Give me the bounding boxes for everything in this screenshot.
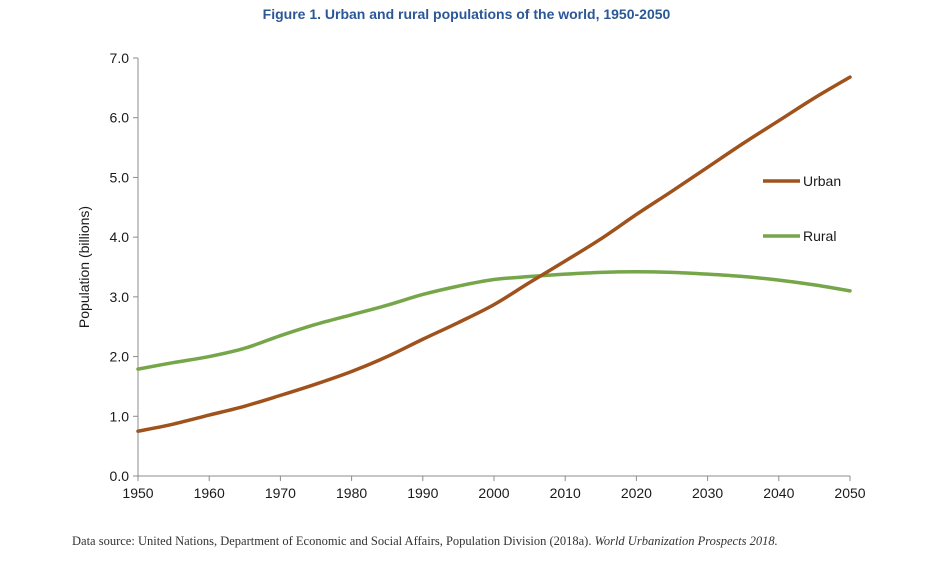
x-tick-label: 2040 — [763, 485, 794, 501]
axes: 0.0 1.0 2.0 3.0 4.0 5.0 6.0 7.0 1950 1960 1970 1980… — [76, 50, 866, 501]
x-tick-label: 1990 — [407, 485, 438, 501]
x-tick-label: 2050 — [834, 485, 865, 501]
y-axis-title: Population (billions) — [76, 206, 92, 328]
legend-label-urban: Urban — [803, 173, 841, 189]
x-tick-label: 1980 — [336, 485, 367, 501]
x-tick-label: 1950 — [122, 485, 153, 501]
chart-title: Figure 1. Urban and rural populations of… — [262, 6, 671, 22]
legend-label-rural: Rural — [803, 228, 836, 244]
x-tick-label: 2030 — [692, 485, 723, 501]
x-tick-label: 2010 — [550, 485, 581, 501]
y-tick-label: 5.0 — [110, 169, 130, 185]
y-tick-label: 1.0 — [110, 408, 130, 424]
y-tick-label: 4.0 — [110, 229, 130, 245]
y-tick-label: 2.0 — [110, 349, 130, 365]
x-tick-label: 1970 — [265, 485, 296, 501]
y-tick-label: 6.0 — [110, 110, 130, 126]
data-source-text: Data source: United Nations, Department … — [72, 534, 595, 548]
series-line-urban — [136, 75, 852, 433]
x-tick-label: 1960 — [194, 485, 225, 501]
y-tick-label: 0.0 — [110, 468, 130, 484]
series-line-rural — [136, 270, 852, 371]
series-lines — [136, 75, 852, 433]
x-tick-label: 2020 — [621, 485, 652, 501]
x-tick-label: 2000 — [478, 485, 509, 501]
data-source-note: Data source: United Nations, Department … — [72, 534, 778, 549]
data-source-italic: World Urbanization Prospects 2018. — [594, 534, 778, 548]
y-tick-label: 7.0 — [110, 50, 130, 66]
y-tick-label: 3.0 — [110, 289, 130, 305]
legend: Urban Rural — [763, 173, 841, 244]
